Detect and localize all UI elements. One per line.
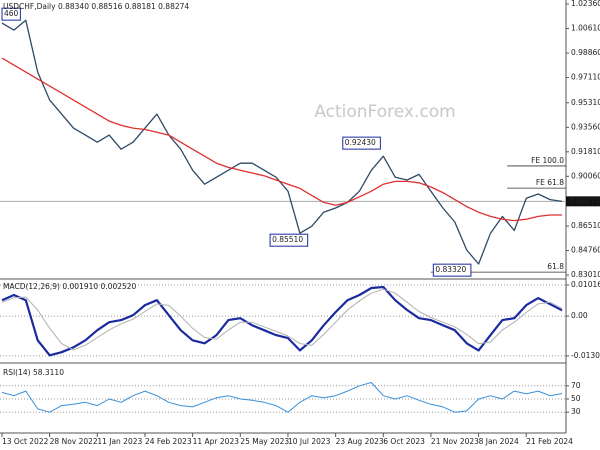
series-line: [1, 382, 563, 413]
price-box: [269, 233, 309, 247]
x-tick-label: 25 May 2023: [240, 437, 289, 446]
y-tick-label: 0.93560: [571, 122, 600, 131]
level-label: FE 100.0: [531, 156, 564, 165]
y-tick-label: -0.013006: [571, 351, 600, 360]
y-tick-label: 0.98860: [571, 48, 600, 57]
price-box-label: 0.92430: [345, 138, 376, 147]
y-tick-label: 1.00610: [571, 24, 600, 33]
x-tick-label: 11 Jan 2023: [97, 437, 142, 446]
y-tick-label: 0.83010: [571, 270, 600, 279]
y-tick-label: 0.91810: [571, 147, 600, 156]
panel-title: RSI(14) 58.3110: [3, 368, 64, 377]
price-box-label: 0.83320: [435, 265, 466, 274]
x-tick-label: 6 Oct 2023: [383, 437, 425, 446]
x-tick-label: 23 Aug 2023: [336, 437, 384, 446]
last-price-label: 0.88274: [569, 196, 600, 205]
series-line: [1, 57, 562, 222]
price-box: [342, 136, 381, 150]
y-tick-label: 0.90060: [571, 171, 600, 180]
y-tick-label: 0.84760: [571, 246, 600, 255]
last-price-box: [566, 196, 600, 207]
x-tick-label: 24 Feb 2023: [145, 437, 192, 446]
panel-title: USDCHF,Daily 0.88340 0.88516 0.88181 0.8…: [3, 2, 189, 11]
y-tick-label: 0.86510: [571, 221, 600, 230]
x-tick-label: 10 Jul 2023: [288, 437, 331, 446]
y-tick-label: 70: [571, 381, 581, 390]
x-tick-label: 21 Feb 2024: [526, 437, 573, 446]
x-tick-label: 21 Nov 2023: [431, 437, 479, 446]
level-label: 61.8: [547, 262, 564, 271]
y-tick-label: 30: [571, 407, 581, 416]
y-tick-label: 0.97110: [571, 73, 600, 82]
price-box: [1, 7, 21, 21]
y-tick-label: 1.02360: [571, 0, 600, 8]
y-tick-label: 50: [571, 394, 581, 403]
panel-title: MACD(12,26,9) 0.001910 0.002520: [3, 282, 137, 291]
x-tick-label: 13 Oct 2022: [2, 437, 49, 446]
series-line: [1, 285, 563, 357]
level-label: FE 61.8: [536, 178, 564, 187]
x-tick-label: 28 Nov 2022: [50, 437, 98, 446]
y-tick-label: 0.95310: [571, 98, 600, 107]
price-box-label: 460: [4, 9, 19, 18]
x-tick-label: 11 Apr 2023: [193, 437, 240, 446]
price-box-label: 0.85510: [272, 235, 303, 244]
price-box: [432, 263, 472, 277]
series-line: [1, 19, 563, 265]
y-tick-label: 0.00: [571, 311, 588, 320]
watermark: ActionForex.com: [314, 102, 455, 122]
x-tick-label: 8 Jan 2024: [479, 437, 519, 446]
y-tick-label: 0.010166: [571, 280, 600, 289]
series-line: [1, 288, 563, 351]
